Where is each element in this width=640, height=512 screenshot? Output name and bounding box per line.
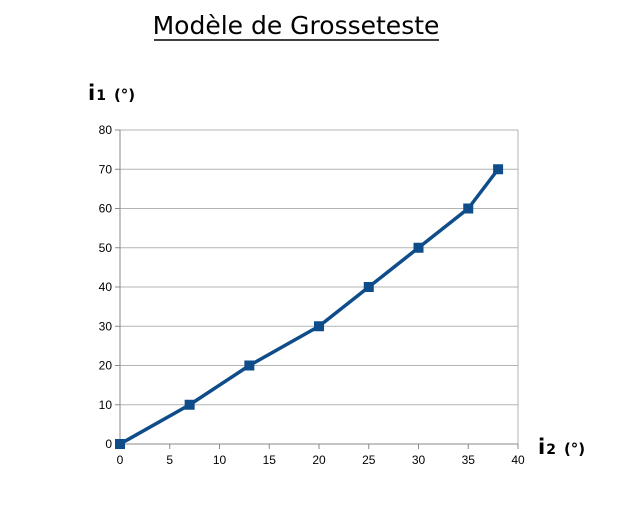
x-tick-label: 15 [263, 453, 277, 467]
series-group [115, 164, 504, 449]
chart-title: Modèle de Grosseteste [153, 11, 440, 40]
data-point-marker [363, 282, 374, 292]
svg-text:i1(°): i1 (°) [88, 81, 135, 105]
data-point-marker [413, 242, 424, 253]
y-axis-label-unit: (°) [114, 86, 135, 104]
svg-text:i2(°): i2 (°) [538, 435, 585, 459]
y-tick-label: 30 [99, 319, 113, 333]
data-point-marker [244, 360, 255, 371]
y-axis-label-main: i [88, 81, 95, 105]
series-line [119, 168, 500, 446]
data-point-marker [463, 203, 474, 214]
x-axis-label: i2 (°) [538, 435, 585, 459]
y-tick-label: 0 [105, 437, 112, 451]
x-tick-label: 5 [166, 453, 173, 467]
data-point-marker [184, 399, 195, 410]
y-tick-label: 60 [99, 202, 113, 216]
x-tick-label: 0 [117, 453, 124, 467]
x-axis-label-sub: 2 [546, 442, 556, 458]
axes [115, 129, 519, 449]
y-tick-label: 20 [99, 359, 113, 373]
x-tick-label: 35 [462, 453, 476, 467]
tick-labels: 0 10 20 30 40 50 60 70 80 0 5 10 15 20 25 30 35 40 [99, 123, 525, 467]
x-tick-label: 25 [362, 453, 376, 467]
data-point-marker [314, 321, 324, 332]
y-tick-label: 80 [99, 123, 113, 137]
x-axis-label-main: i [538, 435, 545, 459]
y-tick-label: 50 [99, 241, 113, 255]
grid [120, 129, 518, 406]
y-tick-label: 40 [99, 280, 113, 294]
data-point-marker [493, 164, 504, 175]
x-axis-label-unit: (°) [564, 440, 585, 458]
data-point-marker [115, 439, 125, 449]
x-tick-label: 10 [213, 453, 227, 467]
y-tick-label: 10 [99, 398, 113, 412]
x-tick-label: 30 [412, 453, 426, 467]
y-axis-label: i1 (°) [88, 81, 135, 105]
x-tick-label: 40 [511, 453, 525, 467]
y-tick-label: 70 [99, 162, 113, 176]
y-axis-label-sub: 1 [96, 88, 106, 104]
x-tick-label: 20 [312, 453, 326, 467]
